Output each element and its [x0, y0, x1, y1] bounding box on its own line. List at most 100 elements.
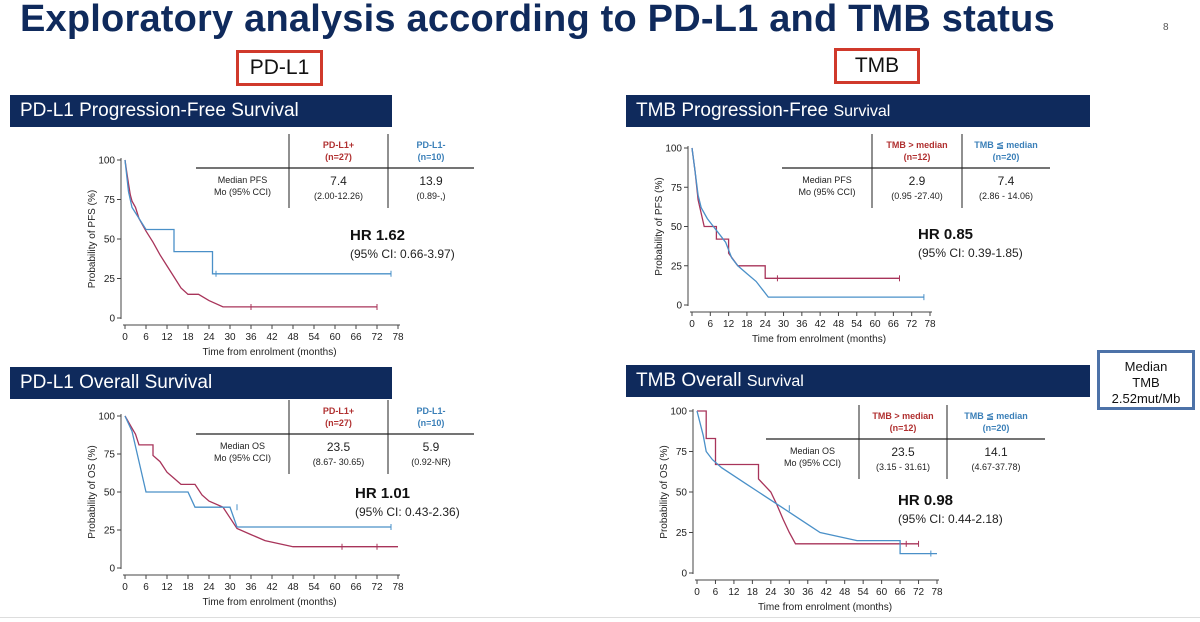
tmb_os-col1-ci: (3.15 - 31.61) [876, 462, 930, 472]
pdl1_pfs-x-tick-label: 12 [161, 332, 173, 343]
tmb_os-y-tick-label: 0 [681, 569, 687, 580]
tmb_os-x-tick-label: 12 [728, 587, 740, 598]
pdl1_os-hazard-ratio: HR 1.01 [355, 485, 410, 502]
pdl1_pfs-x-tick-label: 66 [350, 332, 362, 343]
tmb_os-chart: 0 25 50 75 100 0 6 12 18 24 30 36 42 48 54 60 66 72 78 Time… [659, 405, 1045, 613]
tmb_pfs-x-tick-label: 6 [708, 319, 714, 330]
pdl1_pfs-col2-ci: (0.89-,) [416, 191, 445, 201]
pdl1_pfs-y-tick-label: 50 [104, 235, 116, 246]
pdl1_os-col2-ci: (0.92-NR) [411, 457, 451, 467]
tmb_pfs-x-tick-label: 18 [741, 319, 753, 330]
pdl1_os-x-tick-label: 78 [392, 582, 404, 593]
pdl1_os-x-tick-label: 42 [266, 582, 278, 593]
pdl1_pfs-col1-n: (n=27) [325, 152, 352, 162]
tmb_pfs-col1-median: 2.9 [909, 174, 926, 188]
pdl1_os-x-tick-label: 66 [350, 582, 362, 593]
tmb-group-label: TMB [834, 48, 920, 84]
pdl1_os-x-tick-label: 6 [143, 582, 149, 593]
tmb-pfs-header-small: Survival [833, 103, 891, 120]
pdl1_os-y-tick-label: 50 [104, 488, 116, 499]
pdl1_pfs-y-tick-label: 100 [98, 156, 115, 167]
tmb_pfs-x-tick-label: 72 [906, 319, 918, 330]
pdl1_pfs-y-tick-label: 75 [104, 195, 116, 206]
pdl1_os-col2-header: PD-L1- [417, 406, 446, 416]
tmb_os-x-tick-label: 42 [821, 587, 833, 598]
tmb_pfs-x-tick-label: 24 [760, 319, 772, 330]
tmb_pfs-x-tick-label: 0 [689, 319, 695, 330]
pdl1-os-header: PD-L1 Overall Survival [10, 367, 392, 399]
pdl1_os-col2-median: 5.9 [423, 440, 440, 454]
tmb_os-x-tick-label: 60 [876, 587, 888, 598]
tmb_os-y-tick-label: 100 [670, 407, 687, 418]
tmb_pfs-row-label: Median PFS [802, 175, 852, 185]
pdl1_pfs-x-tick-label: 18 [182, 332, 194, 343]
tmb_pfs-series-1-line [691, 147, 924, 298]
tmb_os-x-tick-label: 0 [694, 587, 700, 598]
pdl1_pfs-x-tick-label: 6 [143, 332, 149, 343]
tmb_pfs-x-tick-label: 66 [888, 319, 900, 330]
tmb_os-x-tick-label: 48 [839, 587, 851, 598]
pdl1_os-series-0-line [124, 415, 398, 548]
tmb_pfs-x-tick-label: 30 [778, 319, 790, 330]
pdl1_pfs-col1-ci: (2.00-12.26) [314, 191, 363, 201]
pdl1_os-y-tick-label: 0 [109, 564, 115, 575]
footer-rule [0, 617, 1200, 618]
pdl1_os-col1-ci: (8.67- 30.65) [313, 457, 365, 467]
pdl1_os-col1-n: (n=27) [325, 418, 352, 428]
pdl1_os-series-1-line [124, 415, 391, 528]
tmb_os-x-tick-label: 24 [765, 587, 777, 598]
tmb-os-header-small: Survival [746, 373, 804, 390]
pdl1_pfs-x-axis-title: Time from enrolment (months) [202, 347, 336, 358]
tmb_pfs-hazard-ratio: HR 0.85 [918, 226, 973, 243]
tmb_pfs-col1-n: (n=12) [904, 152, 931, 162]
tmb_pfs-x-axis-title: Time from enrolment (months) [752, 334, 886, 345]
tmb_os-col2-median: 14.1 [984, 445, 1008, 459]
tmb_pfs-x-tick-label: 78 [924, 319, 936, 330]
tmb_os-row-label: Median OS [790, 446, 835, 456]
pdl1_pfs-x-tick-label: 60 [329, 332, 341, 343]
median-tmb-line2: TMB [1132, 375, 1160, 390]
pdl1_os-x-tick-label: 60 [329, 582, 341, 593]
tmb_os-y-tick-label: 50 [676, 488, 688, 499]
pdl1_pfs-x-tick-label: 48 [287, 332, 299, 343]
tmb_os-col1-header: TMB > median [872, 411, 933, 421]
pdl1_pfs-col1-header: PD-L1+ [323, 140, 354, 150]
tmb-os-header: TMB Overall Survival [626, 365, 1090, 397]
tmb_pfs-col1-header: TMB > median [886, 140, 947, 150]
pdl1_os-x-tick-label: 12 [161, 582, 173, 593]
tmb_pfs-y-axis-title: Probability of PFS (%) [654, 177, 665, 275]
tmb_os-x-tick-label: 78 [931, 587, 943, 598]
tmb_os-series-1-line [696, 410, 937, 555]
pdl1_os-col1-median: 23.5 [327, 440, 351, 454]
tmb_pfs-x-tick-label: 60 [870, 319, 882, 330]
tmb_os-col1-median: 23.5 [891, 445, 915, 459]
pdl1-pfs-header: PD-L1 Progression-Free Survival [10, 95, 392, 127]
tmb_pfs-y-tick-label: 0 [676, 301, 682, 312]
tmb_pfs-y-tick-label: 100 [665, 144, 682, 155]
pdl1_os-x-tick-label: 24 [203, 582, 215, 593]
pdl1_os-x-tick-label: 36 [245, 582, 257, 593]
tmb_os-x-tick-label: 72 [913, 587, 925, 598]
pdl1_os-hazard-ratio-ci: (95% CI: 0.43-2.36) [355, 505, 460, 519]
tmb_os-col2-ci: (4.67-37.78) [971, 462, 1020, 472]
pdl1_os-x-tick-label: 0 [122, 582, 128, 593]
tmb_pfs-col1-ci: (0.95 -27.40) [891, 191, 943, 201]
pdl1_pfs-y-axis-title: Probability of PFS (%) [87, 190, 98, 288]
tmb_os-col1-n: (n=12) [890, 423, 917, 433]
pdl1_os-row-label-sub: Mo (95% CCI) [214, 453, 271, 463]
page-number: 8 [1163, 22, 1169, 33]
pdl1_pfs-x-tick-label: 0 [122, 332, 128, 343]
tmb_os-x-tick-label: 66 [895, 587, 907, 598]
tmb_os-col2-header: TMB ≦ median [964, 411, 1028, 421]
pdl1_os-x-tick-label: 54 [308, 582, 320, 593]
pdl1_pfs-x-tick-label: 24 [203, 332, 215, 343]
pdl1_pfs-chart: 0 25 50 75 100 0 6 12 18 24 30 36 42 48 54 60 66 72 78 Time… [87, 134, 474, 358]
pdl1_pfs-y-tick-label: 0 [109, 314, 115, 325]
tmb_os-y-tick-label: 25 [676, 528, 688, 539]
tmb_pfs-row-label-sub: Mo (95% CCI) [798, 187, 855, 197]
pdl1_pfs-x-tick-label: 72 [371, 332, 383, 343]
tmb_os-x-tick-label: 36 [802, 587, 814, 598]
pdl1_pfs-series-0-line [124, 159, 377, 308]
pdl1_pfs-hazard-ratio: HR 1.62 [350, 227, 405, 244]
